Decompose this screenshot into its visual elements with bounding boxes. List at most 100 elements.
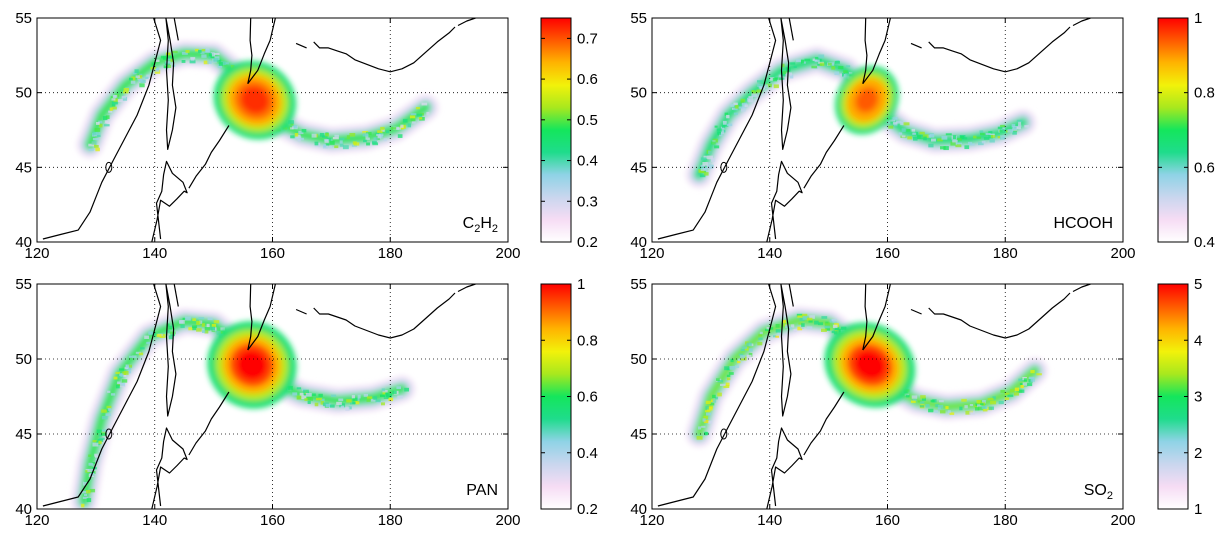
species-label: C2H2 [463,215,498,235]
plume-speckle [724,366,730,371]
plume-speckle [144,335,150,339]
plume-speckle [89,488,96,493]
colorbar: 1 2 3 4 5 [1157,276,1202,518]
plume-speckle [202,330,206,333]
y-tick-label: 55 [15,10,32,27]
coastline [862,284,891,351]
plume-speckle [94,145,99,148]
plume-speckle [87,468,94,473]
plume-speckle [714,396,718,400]
plume-speckle [977,400,984,404]
plume-speckle [799,317,805,322]
plume-speckle [930,399,935,403]
plume-speckle [698,426,702,430]
plume-speckle [407,123,412,128]
coastline [165,284,177,417]
plume-speckle [211,324,217,328]
plume-speckle [765,83,772,88]
plume-speckle [94,453,98,457]
plume-speckle [790,74,794,79]
plume-speckle [388,397,394,402]
plume-speckle [380,129,385,132]
plume-speckle [385,392,389,397]
plume-speckle [798,322,803,325]
plume-speckle [297,139,301,142]
plume-speckle [911,395,918,399]
plume-speckle [120,382,125,386]
plume-speckle [896,120,902,124]
plume-speckle [396,386,402,390]
colorbar: 0.2 0.3 0.4 0.5 0.6 0.7 [540,17,598,251]
plume-speckle [195,48,199,52]
x-tick-label: 180 [993,245,1018,262]
plume-speckle [351,395,355,399]
plume-speckle [216,331,221,335]
plume-speckle [165,61,171,64]
plume-speckle [140,79,146,83]
plume-speckle [181,60,186,63]
plume-speckle [889,119,896,122]
plume-speckle [735,105,739,109]
plume-speckle [786,72,792,76]
plume-speckle [113,98,119,103]
plume-speckle [701,425,706,428]
plume-speckle [94,128,101,132]
plume-speckle [900,121,906,126]
plume-speckle [1028,376,1035,380]
colorbar: 0.2 0.4 0.6 0.8 1 [540,276,598,518]
plume-speckle [188,327,194,331]
grid [652,18,1123,242]
plume-speckle [990,400,997,405]
plume-speckle [377,130,383,133]
plume-speckle [303,389,309,394]
plume-speckle [906,394,910,398]
plume-speckle [848,71,853,75]
plume-speckle [1030,370,1035,374]
plume-speckle [706,412,712,416]
plume-speckle [86,498,92,503]
plume-speckle [804,58,811,62]
plume-speckle [748,352,753,357]
plume-speckle [705,410,711,413]
plume-speckle [81,503,85,508]
coastline [780,18,792,150]
plume-speckle [756,89,763,93]
coastline [247,284,276,351]
plume-speckle [139,73,143,76]
plume-speckle [201,49,206,52]
grid [652,284,1123,509]
x-tick-label: 160 [875,512,900,529]
plume-speckle [785,324,790,328]
plume-speckle [1024,125,1030,128]
plume-speckle [172,50,178,54]
plume-speckle [829,319,834,323]
plume-speckle [926,134,931,138]
plume-speckle [105,413,112,416]
y-tick-label: 55 [15,276,32,293]
plume-speckle [793,65,797,68]
plume-core [835,65,899,135]
plot-area [37,18,508,242]
plume-speckle [366,396,373,399]
y-tick-label: 50 [630,85,647,102]
plume-speckle [898,132,903,135]
plume-speckle [206,323,210,328]
coastline [862,18,868,84]
plume-speckle [146,74,150,78]
plume-speckle [832,324,838,329]
plume-speckle [168,325,173,330]
plume-speckle [346,135,350,140]
plume-speckle [997,126,1003,129]
plume-speckle [112,106,117,110]
plume-speckle [714,145,720,149]
species-label: PAN [466,482,498,499]
plume-speckle [831,66,836,70]
plume-speckle [421,102,428,106]
plume-speckle [777,331,781,335]
plume-speckle [121,96,127,99]
plume-speckle [751,90,758,95]
plume-speckle [168,335,174,340]
plume-speckle [1018,378,1024,382]
plume-speckle [965,410,971,415]
grid [37,284,508,509]
